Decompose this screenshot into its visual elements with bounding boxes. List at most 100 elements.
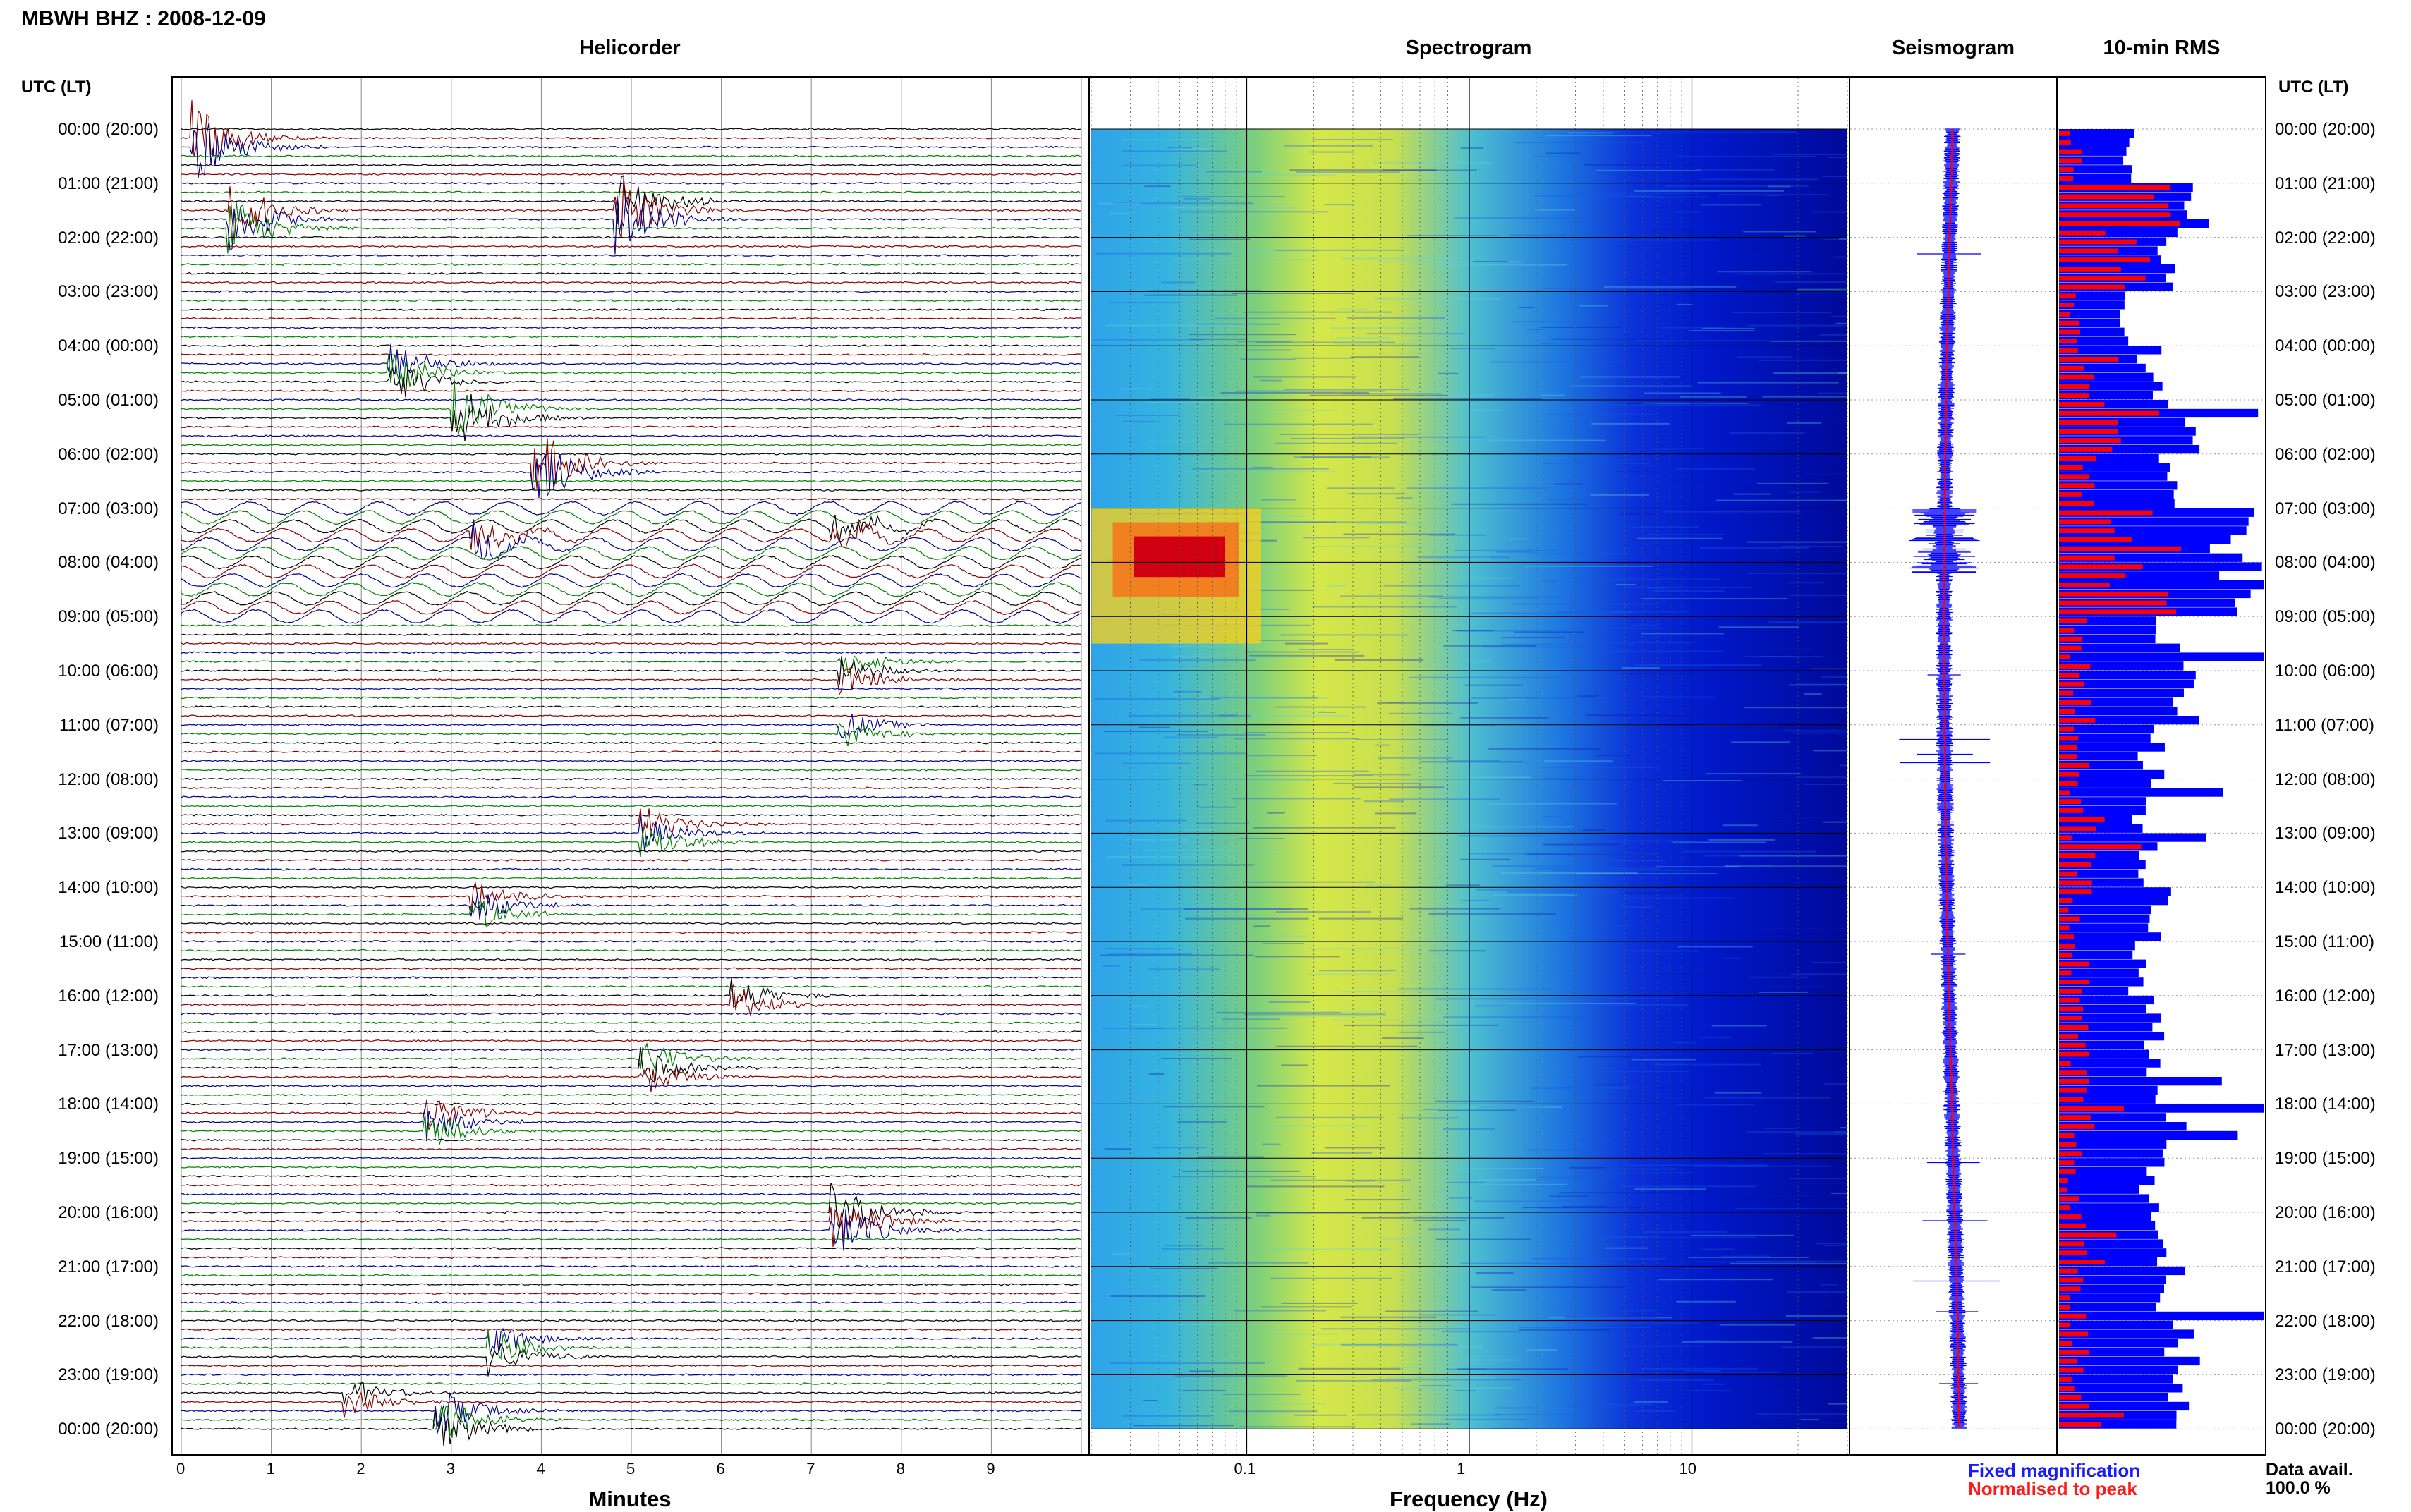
spectrogram-streak: [1756, 482, 1829, 484]
helicorder-trace: [181, 1068, 1081, 1092]
spectrogram-streak: [1471, 1286, 1625, 1288]
rms-bar-normalised: [2059, 1061, 2071, 1066]
helicorder-trace: [181, 202, 1081, 254]
helicorder-trace: [181, 518, 1081, 550]
helicorder-trace: [181, 967, 1081, 970]
rms-bar-normalised: [2059, 1187, 2067, 1193]
helicorder-trace: [181, 1102, 1081, 1106]
spectrogram-streak: [1629, 196, 1710, 198]
spectrogram-streak: [1822, 238, 1847, 240]
rms-bar-fixed: [2059, 1203, 2159, 1212]
rms-bar-fixed: [2059, 1401, 2190, 1411]
helicorder-panel: [171, 76, 1090, 1456]
rms-bar-fixed: [2059, 1212, 2151, 1221]
spectrogram-streak: [1343, 533, 1455, 535]
spectrogram-streak: [1356, 523, 1426, 525]
helicorder-trace: [181, 867, 1081, 871]
rms-bar-normalised: [2059, 1260, 2105, 1264]
rms-bar-normalised: [2059, 980, 2090, 984]
spectrogram-streak: [1373, 1345, 1454, 1347]
helicorder-trace: [181, 263, 1081, 266]
spectrogram-streak: [1122, 150, 1227, 152]
spectrogram-streak: [1161, 281, 1196, 284]
spectrogram-streak: [1490, 361, 1623, 363]
helicorder-trace: [181, 394, 1081, 441]
spectrogram-streak: [1258, 521, 1407, 523]
spectrogram-streak: [1256, 770, 1369, 772]
spectrogram-streak: [1615, 471, 1662, 473]
rms-bar-normalised: [2059, 880, 2092, 886]
rms-bar-normalised: [2059, 1124, 2095, 1129]
spectrogram-streak: [1507, 891, 1619, 893]
helicorder-trace: [181, 389, 1081, 393]
spectrogram-streak: [1661, 327, 1725, 329]
spectrogram-streak: [1785, 1315, 1847, 1317]
rms-bar-normalised: [2059, 221, 2180, 226]
spectrogram-streak: [1692, 1192, 1842, 1194]
helicorder-trace: [181, 741, 1081, 745]
spectrogram-streak: [1474, 1200, 1585, 1202]
helicorder-trace: [181, 849, 1081, 853]
rms-bar-normalised: [2059, 212, 2171, 217]
rms-bar-normalised: [2059, 853, 2096, 858]
helicorder-trace: [181, 1093, 1081, 1097]
spectrogram-streak: [1540, 343, 1557, 345]
rms-bar-fixed: [2059, 1077, 2222, 1086]
helicorder-trace: [181, 984, 1081, 988]
helicorder-trace: [181, 1238, 1081, 1241]
spectrogram-streak: [1406, 487, 1548, 489]
spectrogram-streak: [1835, 322, 1847, 324]
spectrogram-streak: [1172, 656, 1320, 658]
rms-bar-normalised: [2059, 1097, 2084, 1102]
helicorder-trace: [181, 174, 1081, 224]
spectrogram-streak: [1216, 1012, 1341, 1014]
row-label-right: 00:00 (20:00): [2275, 1420, 2376, 1439]
spectrogram-streak: [1545, 135, 1652, 137]
spectrogram-streak: [1382, 1037, 1424, 1040]
helicorder-trace: [181, 254, 1081, 257]
spectrogram-streak: [1840, 1127, 1847, 1129]
helicorder-trace: [181, 795, 1081, 799]
row-label-left: 23:00 (19:00): [58, 1365, 159, 1385]
spectrogram-streak: [1373, 298, 1500, 300]
spectrogram-streak: [1543, 462, 1650, 464]
spectrogram-streak: [1643, 696, 1716, 698]
spectrogram-streak: [1813, 750, 1847, 752]
spectrogram-streak: [1689, 330, 1755, 332]
rms-bar-normalised: [2059, 1142, 2077, 1147]
helicorder-trace: [181, 500, 1081, 516]
spectrogram-streak: [1816, 1243, 1847, 1245]
spectrogram-streak: [1755, 501, 1791, 504]
spectrogram-streak: [1261, 499, 1296, 501]
spectrogram-streak: [1185, 1217, 1252, 1219]
rms-bar-fixed: [2059, 346, 2162, 355]
spectrogram-streak: [1189, 338, 1248, 340]
spectrogram-streak: [1131, 1005, 1148, 1007]
rms-panel: [2056, 76, 2266, 1456]
helicorder-trace: [181, 827, 1081, 858]
spectrogram-streak: [1311, 1152, 1372, 1154]
helicorder-tick-label: 1: [266, 1460, 275, 1477]
rms-bar-fixed: [2059, 1320, 2173, 1329]
spectrogram-streak: [1803, 693, 1822, 695]
spectrogram-streak: [1708, 839, 1775, 841]
helicorder-trace: [181, 343, 1081, 379]
spectrogram-streak: [1110, 1362, 1265, 1364]
spectrogram-streak: [1778, 550, 1847, 552]
spectrogram-streak: [1375, 744, 1391, 746]
spectrogram-streak: [1605, 1247, 1648, 1249]
spectrogram-streak: [1492, 1289, 1526, 1291]
spectrogram-streak: [1310, 151, 1354, 153]
rms-plot: [2058, 128, 2265, 1429]
spectrogram-streak: [1772, 1052, 1814, 1054]
spectrogram-streak: [1513, 142, 1644, 144]
spectrogram-streak: [1250, 409, 1337, 411]
spectrogram-streak: [1153, 1147, 1208, 1149]
spectrogram-streak: [1527, 329, 1545, 331]
spectrogram-streak: [1301, 456, 1390, 458]
spectrogram-streak: [1102, 965, 1120, 967]
spectrogram-streak: [1650, 1191, 1753, 1193]
rms-bar-normalised: [2059, 907, 2069, 913]
rms-bar-normalised: [2059, 402, 2105, 407]
spectrogram-streak: [1579, 305, 1608, 307]
